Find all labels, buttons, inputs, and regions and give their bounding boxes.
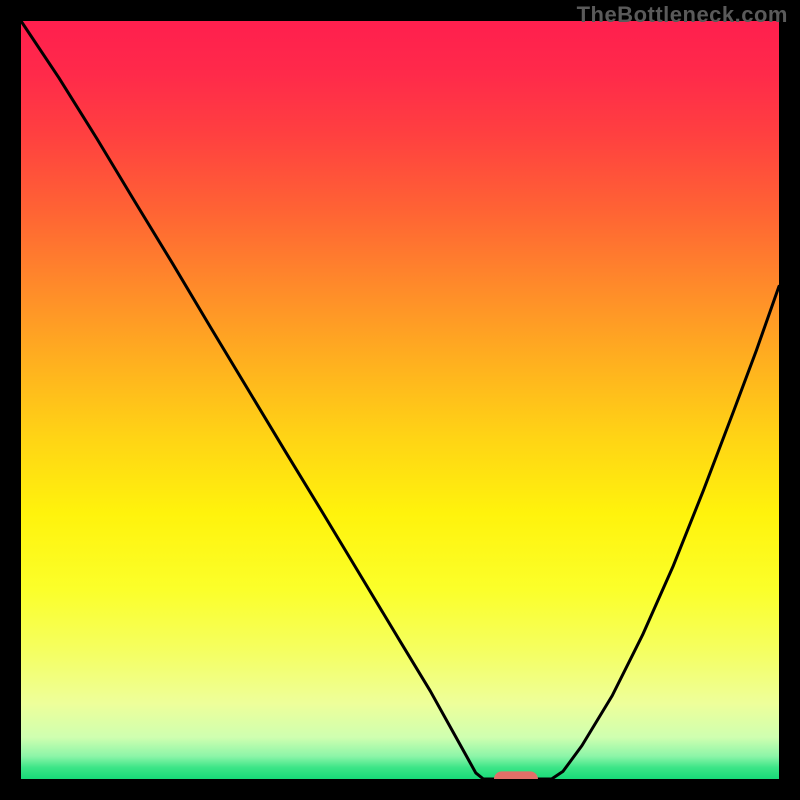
bottleneck-curve-chart: [0, 0, 800, 800]
chart-frame: TheBottleneck.com: [0, 0, 800, 800]
watermark-text: TheBottleneck.com: [577, 2, 788, 28]
plot-background: [21, 21, 779, 779]
